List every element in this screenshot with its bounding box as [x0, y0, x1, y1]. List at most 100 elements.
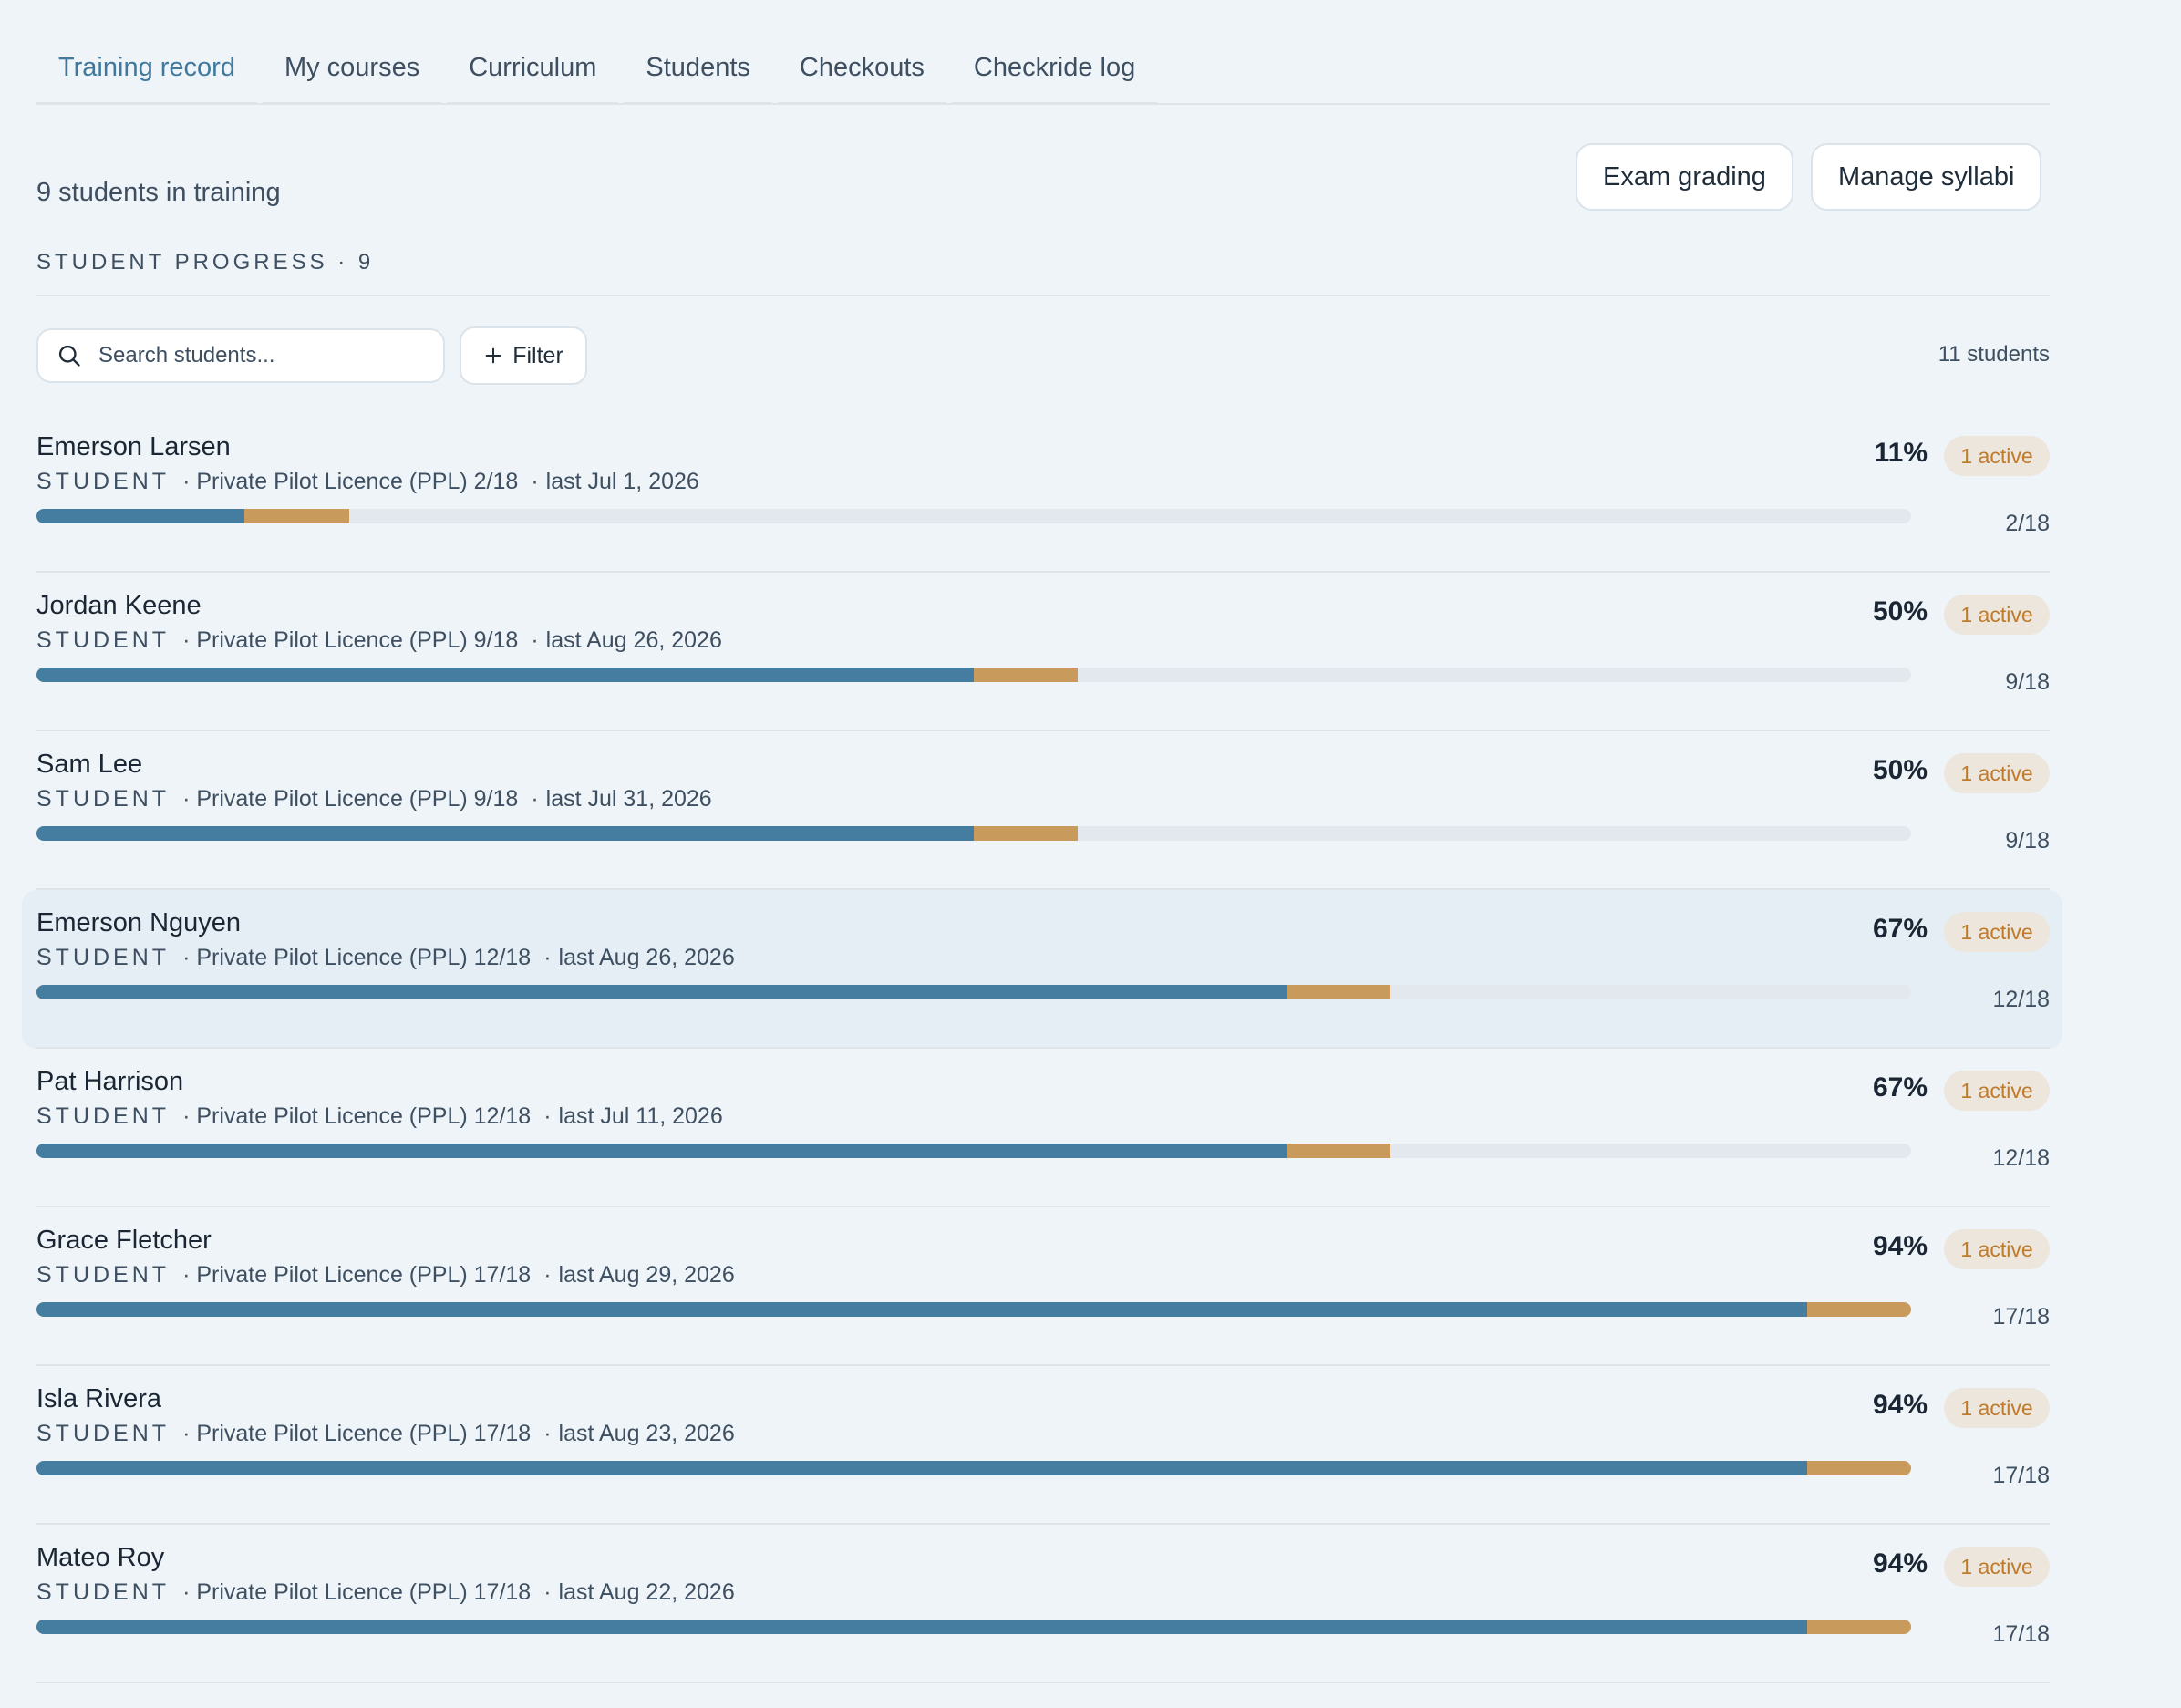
student-course: Private Pilot Licence (PPL) 17/18 — [196, 1262, 532, 1288]
progress-completed — [36, 1461, 1807, 1475]
tab-curriculum[interactable]: Curriculum — [447, 40, 619, 105]
student-name: Isla Rivera — [36, 1384, 161, 1413]
student-role: STUDENT — [36, 1262, 171, 1288]
row-divider — [36, 730, 2050, 731]
student-name: Grace Fletcher — [36, 1226, 212, 1255]
student-last-activity: last Aug 23, 2026 — [558, 1421, 735, 1446]
progress-completed — [36, 668, 974, 682]
row-divider — [36, 1364, 2050, 1366]
active-badge: 1 active — [1944, 1547, 2050, 1587]
progress-ratio: 12/18 — [1992, 987, 2050, 1012]
student-course: Private Pilot Licence (PPL) 12/18 — [196, 945, 532, 970]
progress-track — [36, 1461, 1911, 1475]
student-role: STUDENT — [36, 1103, 171, 1129]
active-badge: 1 active — [1944, 1071, 2050, 1111]
student-last-activity: last Aug 22, 2026 — [558, 1579, 735, 1605]
student-meta: STUDENT · Private Pilot Licence (PPL) 2/1… — [36, 469, 699, 495]
meta-separator: · — [543, 1421, 552, 1446]
student-role: STUDENT — [36, 627, 171, 653]
exam-grading-button[interactable]: Exam grading — [1576, 143, 1793, 211]
meta-separator: · — [182, 627, 191, 653]
student-last-activity: last Aug 26, 2026 — [558, 945, 735, 970]
progress-completed — [36, 509, 245, 523]
student-course: Private Pilot Licence (PPL) 17/18 — [196, 1421, 532, 1446]
active-badge: 1 active — [1944, 1229, 2050, 1269]
meta-separator: · — [531, 627, 539, 653]
section-title: STUDENT PROGRESS · 9 — [36, 250, 375, 274]
student-meta: STUDENT · Private Pilot Licence (PPL) 17/… — [36, 1579, 735, 1606]
meta-separator: · — [543, 945, 552, 970]
progress-active — [1806, 1302, 1911, 1317]
student-row[interactable]: Sam Lee STUDENT · Private Pilot Licence (P… — [0, 731, 2181, 890]
search-box — [36, 328, 445, 383]
student-role: STUDENT — [36, 469, 171, 494]
student-name: Pat Harrison — [36, 1067, 184, 1096]
progress-active — [1286, 985, 1390, 999]
tab-training-record[interactable]: Training record — [36, 40, 257, 105]
student-row[interactable]: Isla Rivera STUDENT · Private Pilot Licenc… — [0, 1366, 2181, 1525]
meta-separator: · — [182, 469, 191, 494]
tab-my-courses[interactable]: My courses — [262, 40, 442, 105]
progress-active — [244, 509, 349, 523]
search-input[interactable] — [98, 343, 427, 368]
row-divider — [36, 1682, 2050, 1683]
student-course: Private Pilot Licence (PPL) 12/18 — [196, 1103, 532, 1129]
progress-ratio: 9/18 — [2005, 669, 2050, 695]
student-name: Sam Lee — [36, 750, 143, 779]
student-name: Jordan Keene — [36, 591, 202, 620]
progress-track — [36, 826, 1911, 841]
student-role: STUDENT — [36, 786, 171, 812]
student-role: STUDENT — [36, 945, 171, 970]
tab-checkride-log[interactable]: Checkride log — [951, 40, 1158, 105]
progress-active — [974, 668, 1079, 682]
student-row[interactable]: Grace Fletcher STUDENT · Private Pilot Lic… — [0, 1207, 2181, 1366]
progress-track — [36, 985, 1911, 999]
active-badge: 1 active — [1944, 753, 2050, 793]
filter-button[interactable]: Filter — [460, 326, 587, 385]
progress-ratio: 9/18 — [2005, 828, 2050, 854]
student-meta: STUDENT · Private Pilot Licence (PPL) 12/… — [36, 1103, 723, 1130]
student-row[interactable]: Emerson Nguyen STUDENT · Private Pilot Lic… — [0, 890, 2181, 1049]
student-row[interactable]: Emerson Larsen STUDENT · Private Pilot Lic… — [0, 414, 2181, 573]
meta-separator: · — [182, 1421, 191, 1446]
progress-percent: 94% — [1872, 1231, 1928, 1261]
active-badge: 1 active — [1944, 1388, 2050, 1428]
tab-students[interactable]: Students — [624, 40, 772, 105]
student-course: Private Pilot Licence (PPL) 9/18 — [196, 786, 519, 812]
tab-checkouts[interactable]: Checkouts — [777, 40, 946, 105]
student-row[interactable]: Mateo Roy STUDENT · Private Pilot Licence … — [0, 1525, 2181, 1683]
progress-track — [36, 1302, 1911, 1317]
student-name: Emerson Larsen — [36, 432, 231, 461]
student-meta: STUDENT · Private Pilot Licence (PPL) 9/1… — [36, 786, 712, 813]
progress-active — [1806, 1461, 1911, 1475]
row-divider — [36, 571, 2050, 573]
student-row[interactable]: Pat Harrison STUDENT · Private Pilot Licen… — [0, 1049, 2181, 1207]
row-divider — [36, 888, 2050, 890]
progress-track — [36, 1144, 1911, 1158]
manage-syllabi-button[interactable]: Manage syllabi — [1811, 143, 2042, 211]
student-last-activity: last Jul 1, 2026 — [545, 469, 699, 494]
progress-ratio: 12/18 — [1992, 1145, 2050, 1171]
student-last-activity: last Jul 31, 2026 — [545, 786, 712, 812]
meta-separator: · — [543, 1103, 552, 1129]
student-course: Private Pilot Licence (PPL) 17/18 — [196, 1579, 532, 1605]
student-last-activity: last Aug 26, 2026 — [545, 627, 722, 653]
progress-completed — [36, 1144, 1287, 1158]
active-badge: 1 active — [1944, 436, 2050, 476]
student-row[interactable]: Jordan Keene STUDENT · Private Pilot Licen… — [0, 573, 2181, 731]
progress-percent: 67% — [1872, 1072, 1928, 1102]
meta-separator: · — [531, 786, 539, 812]
progress-percent: 94% — [1872, 1548, 1928, 1579]
section-divider — [36, 295, 2050, 296]
active-badge: 1 active — [1944, 912, 2050, 952]
progress-ratio: 17/18 — [1992, 1621, 2050, 1647]
progress-completed — [36, 1302, 1807, 1317]
progress-ratio: 2/18 — [2005, 511, 2050, 536]
student-course: Private Pilot Licence (PPL) 2/18 — [196, 469, 519, 494]
meta-separator: · — [543, 1579, 552, 1605]
student-meta: STUDENT · Private Pilot Licence (PPL) 12/… — [36, 945, 735, 971]
student-name: Emerson Nguyen — [36, 908, 242, 937]
row-divider — [36, 1206, 2050, 1207]
plus-icon — [485, 347, 501, 364]
progress-completed — [36, 985, 1287, 999]
